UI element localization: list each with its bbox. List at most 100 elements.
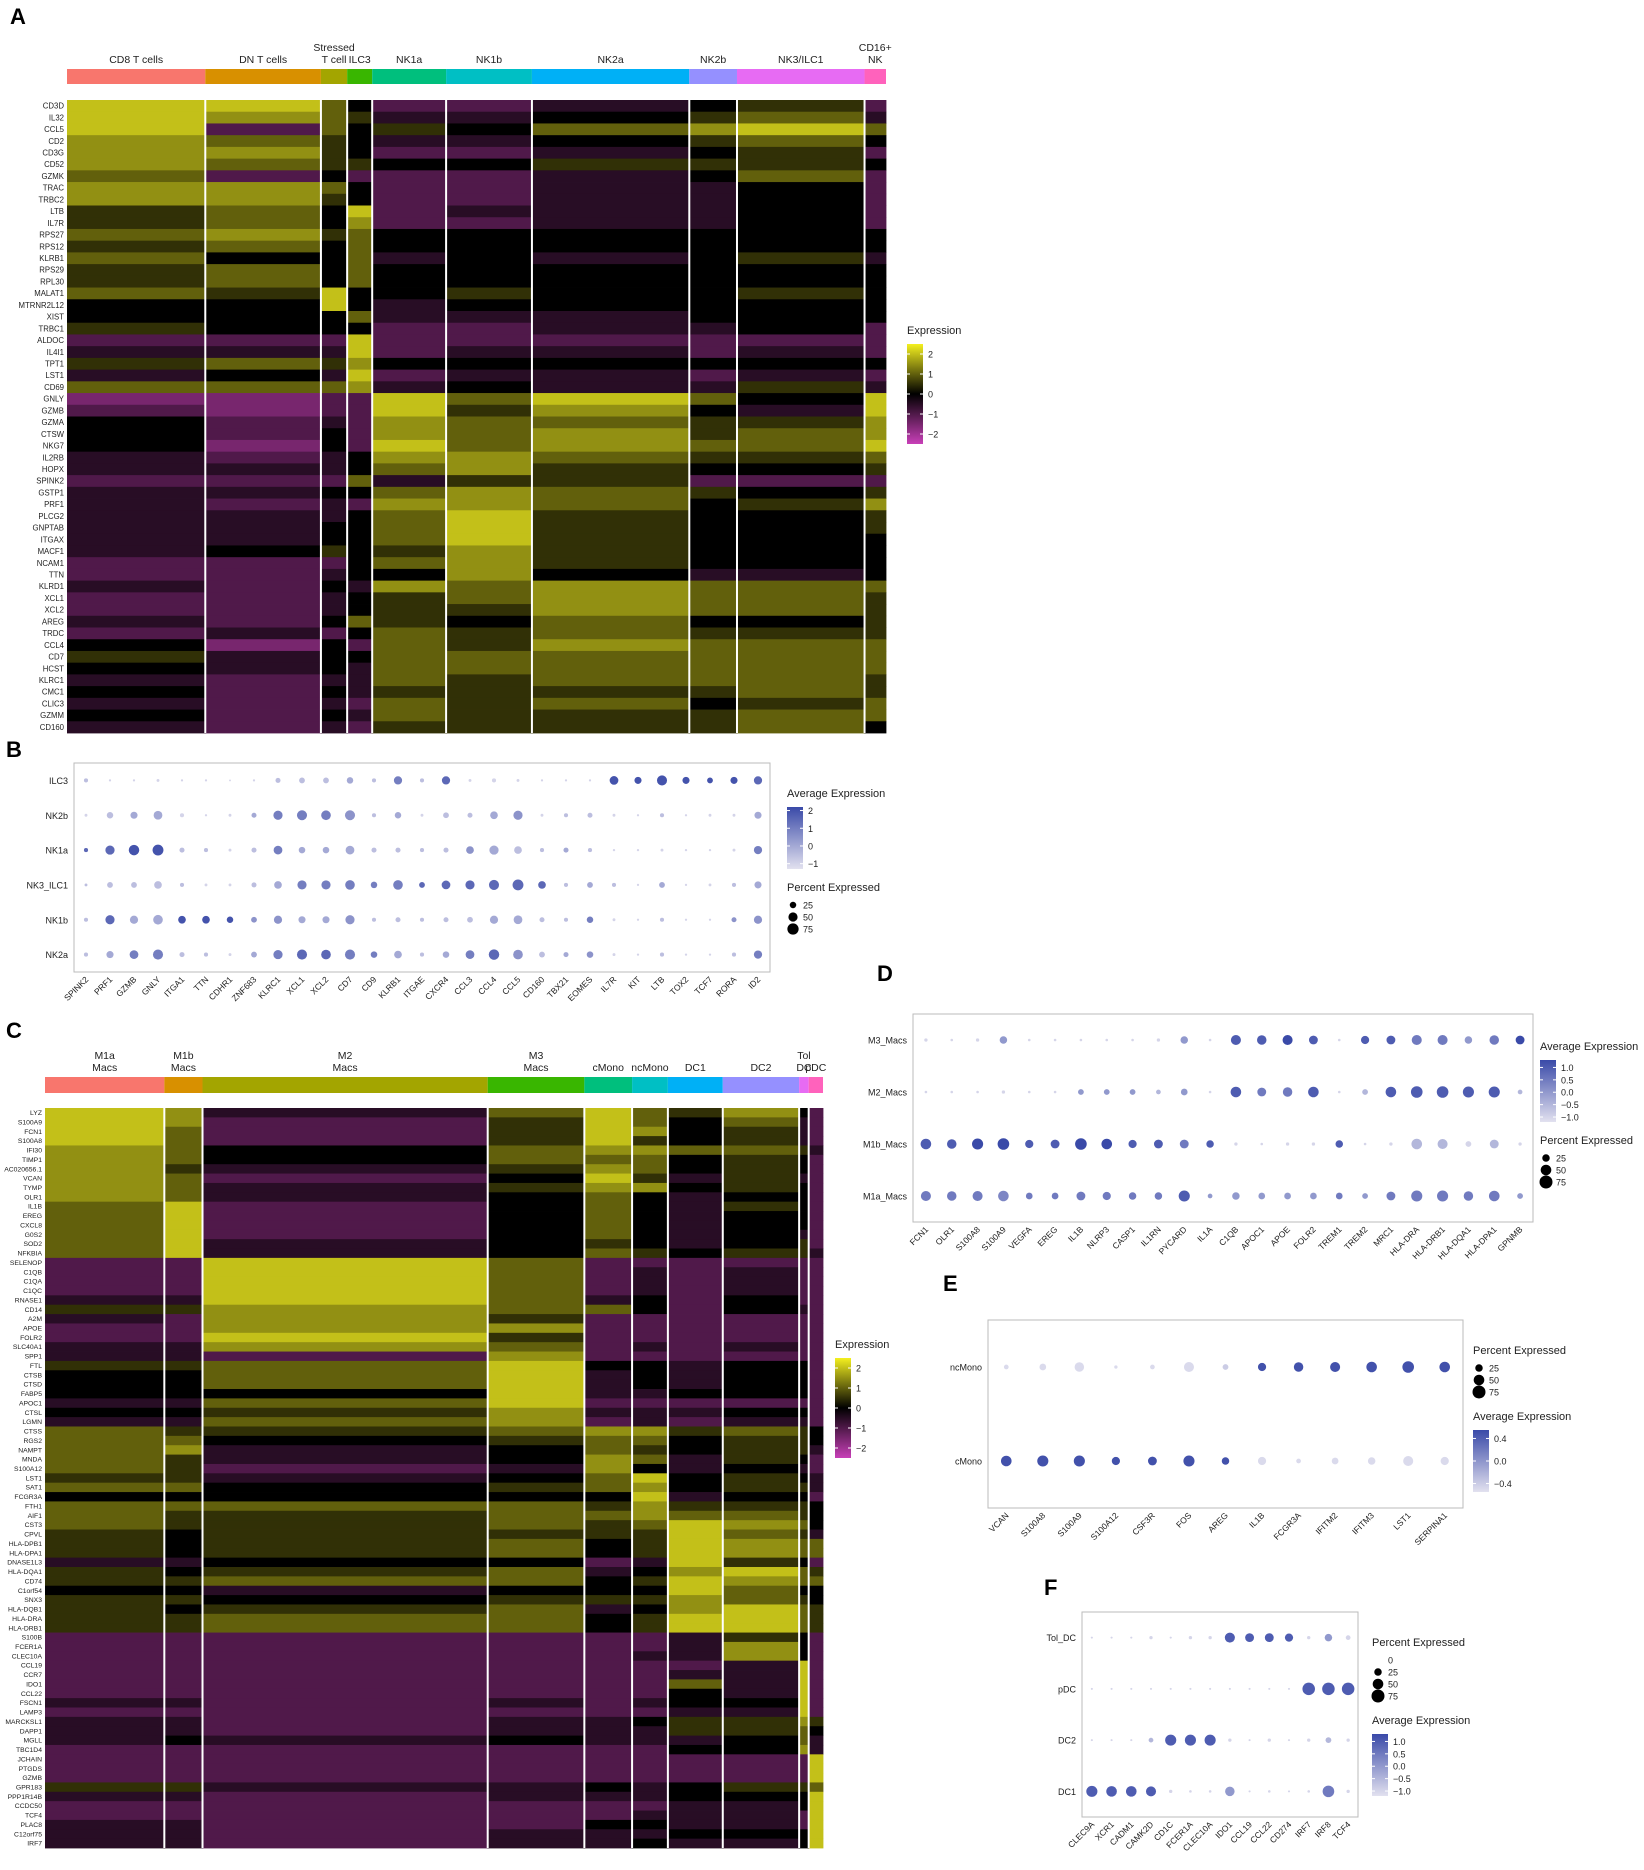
row-label: CPVL [24,1532,42,1539]
row-label: RGS2 [23,1438,42,1445]
dot [1293,1362,1304,1372]
heatmap-cell [736,475,865,488]
heatmap-cell [799,1754,810,1765]
heatmap-cell [320,475,348,488]
heatmap-cell [320,592,348,605]
x-tick-label: SPINK2 [62,974,91,1003]
dot [394,812,402,819]
row-label: FSCN1 [20,1700,43,1707]
heatmap-cell [446,123,533,136]
dot [563,917,569,922]
heatmap-cell [446,346,533,359]
heatmap-cell [632,1136,669,1146]
dot [1156,1038,1161,1042]
heatmap-cell [864,650,887,664]
heatmap-cell [632,1389,669,1399]
heatmap-cell [722,1838,800,1849]
heatmap-cell [531,604,690,617]
cluster-bar [67,69,206,84]
cluster-label: DC1 [685,1062,706,1074]
x-tick-label: RORA [714,974,739,999]
heatmap-cell [164,1501,203,1512]
row-label: PRF1 [44,500,64,509]
heatmap-cell [584,1379,633,1390]
dot [1360,1035,1370,1045]
heatmap-cell [320,721,348,734]
dot [1439,1361,1451,1373]
heatmap-cell [487,1566,585,1577]
heatmap-cell [667,1314,724,1324]
heatmap-cell [202,1744,489,1755]
heatmap-cell [736,463,865,476]
colorbar-tick-label: −1 [808,859,818,869]
dot [538,881,546,889]
heatmap-cell [205,346,322,359]
heatmap-cell [808,1314,824,1324]
heatmap-cell [864,522,887,535]
heatmap-cell [164,1548,203,1559]
heatmap-cell [67,557,206,570]
heatmap-cell [202,1716,489,1727]
heatmap-cell [531,123,690,136]
cluster-label: CD8 T cells [109,54,163,66]
heatmap-cell [320,498,348,511]
heatmap-cell [864,381,887,394]
heatmap-cell [202,1145,489,1156]
heatmap-cell [164,1154,203,1165]
heatmap-cell [808,1304,824,1315]
heatmap-cell [808,1445,824,1455]
heatmap-cell [864,287,887,300]
heatmap-cell [722,1285,800,1296]
dot [1308,1086,1319,1098]
colorbar-tick-label: −1 [928,410,938,420]
heatmap-cell [487,1248,585,1259]
heatmap-cell [667,1370,724,1381]
dot [1090,1687,1093,1690]
heatmap-cell [736,568,865,582]
heatmap-cell [864,686,887,699]
x-tick-label: FCGR3A [1272,1510,1304,1542]
heatmap-cell [487,1426,585,1437]
dot [512,879,524,891]
dot [1110,1636,1113,1639]
heatmap-cell [799,1445,810,1455]
heatmap-cell [584,1304,633,1315]
heatmap-cell [808,1660,824,1671]
heatmap-cell [487,1370,585,1381]
row-label: SNX3 [24,1597,42,1604]
dot [1027,1090,1031,1094]
cluster-label: NK2a [597,54,623,66]
x-tick-label: S100A9 [979,1224,1008,1253]
heatmap-cell [372,510,447,523]
heatmap-cell [320,674,348,687]
x-tick-label: IFITM2 [1313,1510,1339,1536]
plot-frame [73,762,771,973]
heatmap-cell [347,439,373,453]
heatmap-cell [584,1782,633,1793]
heatmap-cell [487,1445,585,1455]
heatmap-cell [632,1716,669,1727]
heatmap-cell [67,228,206,242]
heatmap-cell [487,1744,585,1755]
dot [83,917,89,922]
heatmap-cell [164,1838,203,1849]
heatmap-cell [584,1285,633,1296]
heatmap-cell [808,1435,824,1446]
heatmap-cell [67,416,206,429]
dot [684,918,688,921]
dot [708,848,712,852]
dot [467,812,473,818]
dot [468,778,472,782]
dot [1131,1038,1134,1042]
dot [441,776,451,785]
dot [273,845,283,855]
dot [999,1036,1008,1044]
heatmap-cell [722,1332,800,1343]
heatmap-cell [799,1126,810,1137]
heatmap-cell [531,545,690,558]
heatmap-cell [487,1773,585,1783]
plot-frame [987,1319,1464,1509]
legend-title: Expression [835,1339,889,1351]
heatmap-cell [799,1323,810,1334]
heatmap-cell [347,228,373,242]
